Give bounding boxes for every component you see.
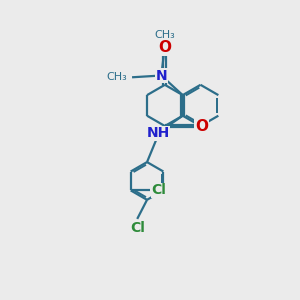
Text: Cl: Cl <box>130 221 145 235</box>
Text: N: N <box>155 68 167 83</box>
Text: NH: NH <box>146 126 170 140</box>
Text: O: O <box>195 118 208 134</box>
Text: CH₃: CH₃ <box>106 72 127 82</box>
Text: Cl: Cl <box>151 183 166 197</box>
Text: CH₃: CH₃ <box>154 30 175 40</box>
Text: O: O <box>158 40 171 56</box>
